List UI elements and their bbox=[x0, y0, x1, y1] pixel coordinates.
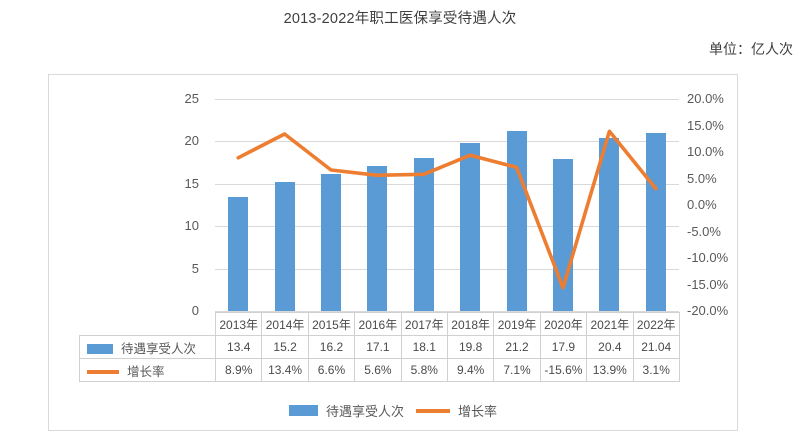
left-axis-tick: 5 bbox=[191, 260, 199, 276]
bar-2017年 bbox=[413, 157, 434, 311]
right-axis-tick: 20.0% bbox=[687, 91, 724, 106]
value-cell: 20.4 bbox=[586, 335, 634, 359]
value-cell: 13.4% bbox=[261, 358, 309, 382]
series-name: 待遇享受人次 bbox=[121, 341, 197, 356]
right-axis-tick: 15.0% bbox=[687, 117, 724, 133]
year-header-cell: 2020年 bbox=[539, 312, 588, 336]
legend-item-line: 增长率 bbox=[416, 401, 497, 420]
left-axis-tick: 0 bbox=[191, 303, 199, 318]
year-header-cell: 2021年 bbox=[586, 312, 634, 336]
value-cell: 13.4 bbox=[214, 335, 263, 359]
bar-2018年 bbox=[460, 143, 481, 311]
year-header-cell: 2019年 bbox=[493, 312, 541, 336]
left-axis-tick: 15 bbox=[184, 175, 199, 191]
value-cell: 5.8% bbox=[400, 358, 448, 382]
left-axis-tick: 20 bbox=[184, 133, 199, 149]
gridline bbox=[215, 311, 679, 312]
value-cell: 9.4% bbox=[446, 358, 495, 382]
right-axis-tick: -10.0% bbox=[687, 250, 729, 265]
right-axis-tick: 0.0% bbox=[687, 197, 717, 212]
table-key-bar-icon bbox=[87, 343, 113, 354]
right-axis-tick: -15.0% bbox=[687, 276, 729, 292]
bar-2019年 bbox=[506, 131, 527, 311]
legend-label: 增长率 bbox=[458, 404, 498, 419]
value-cell: 19.8 bbox=[446, 335, 495, 359]
gridline bbox=[215, 99, 679, 100]
growth-line bbox=[236, 129, 658, 290]
series-label-cell: 增长率 bbox=[79, 358, 216, 382]
legend-label: 待遇享受人次 bbox=[325, 404, 404, 419]
right-axis-tick: -20.0% bbox=[687, 303, 729, 318]
value-cell: 6.6% bbox=[307, 358, 356, 382]
value-cell: 15.2 bbox=[261, 335, 309, 359]
value-cell: 5.6% bbox=[354, 358, 402, 382]
data-table: 2013年 2014年 2015年 2016年 2017年 2018年 2019年 2020年… bbox=[79, 312, 680, 382]
left-axis-tick: 25 bbox=[184, 91, 199, 106]
value-cell: 18.1 bbox=[400, 335, 448, 359]
right-axis-tick: -5.0% bbox=[687, 223, 721, 239]
table-key-line-icon bbox=[87, 369, 119, 374]
legend-item-bars: 待遇享受人次 bbox=[288, 401, 404, 420]
legend: 待遇享受人次 增长率 bbox=[49, 401, 737, 420]
table-series-row: 待遇享受人次 13.4 15.2 16.2 17.1 18.1 19.8 21.2 17.9 20… bbox=[79, 335, 680, 359]
bar-2021年 bbox=[599, 138, 620, 311]
bar-2016年 bbox=[367, 165, 388, 311]
legend-bar-swatch-icon bbox=[288, 405, 318, 416]
year-header-cell: 2016年 bbox=[354, 312, 402, 336]
bar-2022年 bbox=[645, 132, 666, 311]
table-series-row: 增长率 8.9% 13.4% 6.6% 5.6% 5.8% 9.4% 7.1% -15.6% 13… bbox=[79, 358, 680, 382]
year-header-cell: 2014年 bbox=[261, 312, 309, 336]
right-axis-tick: 10.0% bbox=[687, 144, 724, 159]
year-header-cell: 2017年 bbox=[400, 312, 448, 336]
series-name: 增长率 bbox=[127, 364, 165, 379]
bar-2013年 bbox=[228, 197, 249, 311]
year-header-cell: 2015年 bbox=[307, 312, 356, 336]
value-cell: 7.1% bbox=[493, 358, 541, 382]
bar-2020年 bbox=[553, 159, 573, 311]
year-header-cell: 2022年 bbox=[632, 312, 680, 336]
year-header-cell: 2018年 bbox=[446, 312, 495, 336]
bar-2014年 bbox=[274, 182, 295, 311]
value-cell: 21.04 bbox=[632, 335, 680, 359]
value-cell: 17.9 bbox=[539, 335, 588, 359]
left-axis-tick: 10 bbox=[184, 218, 199, 234]
bar-2015年 bbox=[321, 173, 341, 311]
table-header-row: 2013年 2014年 2015年 2016年 2017年 2018年 2019年 2020年… bbox=[80, 312, 680, 336]
table-corner-cell bbox=[80, 313, 216, 336]
legend-line-swatch-icon bbox=[416, 408, 450, 413]
value-cell: 13.9% bbox=[586, 358, 634, 382]
value-cell: 21.2 bbox=[493, 335, 541, 359]
chart-frame: 25 20 15 10 5 0 20.0% 15.0% 10.0% 5.0% 0.0% -5.0% -1… bbox=[48, 74, 738, 431]
value-cell: -15.6% bbox=[539, 358, 588, 382]
value-cell: 17.1 bbox=[354, 335, 402, 359]
unit-label: 单位：亿人次 bbox=[709, 41, 793, 57]
chart-title: 2013-2022年职工医保享受待遇人次 bbox=[283, 11, 517, 27]
value-cell: 8.9% bbox=[214, 358, 263, 382]
value-cell: 16.2 bbox=[307, 335, 356, 359]
year-header-cell: 2013年 bbox=[214, 312, 263, 336]
right-axis-tick: 5.0% bbox=[687, 170, 717, 186]
value-cell: 3.1% bbox=[632, 358, 680, 382]
series-label-cell: 待遇享受人次 bbox=[79, 335, 216, 359]
